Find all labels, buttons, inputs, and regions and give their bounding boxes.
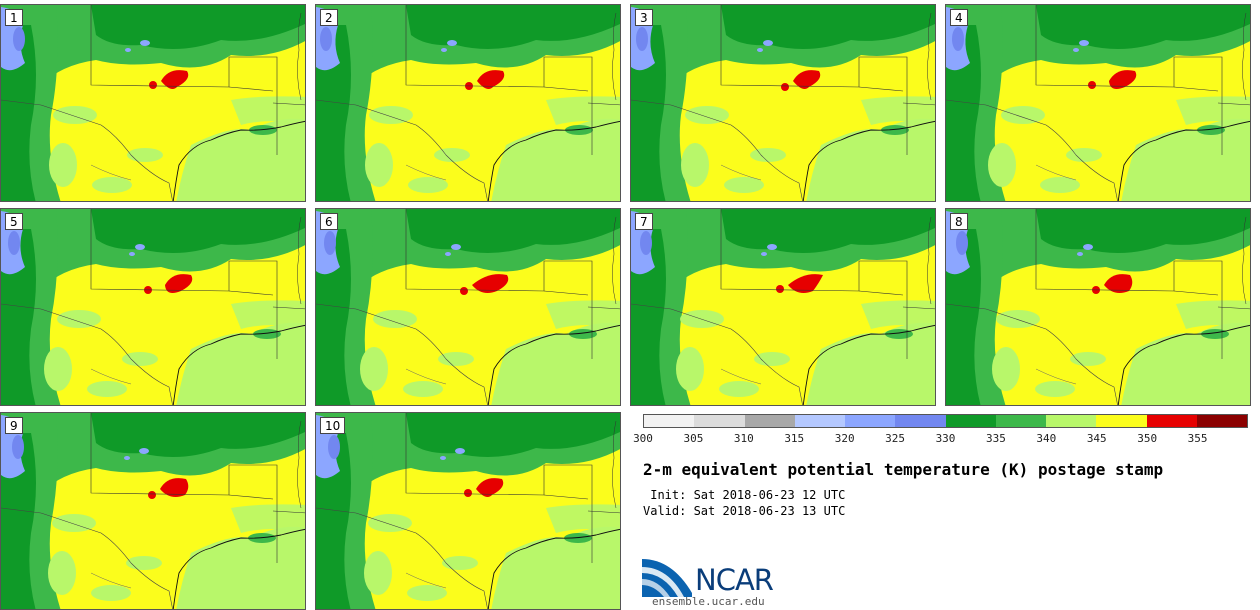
postage-stamp-map: 7 bbox=[630, 208, 936, 406]
init-time: Init: Sat 2018-06-23 12 UTC bbox=[643, 488, 846, 502]
map-svg bbox=[946, 5, 1250, 201]
colorbar-segment bbox=[995, 415, 1046, 427]
postage-stamp-map: 10 bbox=[315, 412, 621, 610]
postage-stamp-map: 9 bbox=[0, 412, 306, 610]
colorbar bbox=[643, 414, 1248, 428]
member-label: 10 bbox=[320, 417, 346, 434]
postage-stamp-map: 2 bbox=[315, 4, 621, 202]
colorbar-segment bbox=[1196, 415, 1247, 427]
member-label: 4 bbox=[950, 9, 968, 26]
colorbar-tick-label: 325 bbox=[885, 432, 906, 445]
colorbar-segment bbox=[694, 415, 745, 427]
colorbar-segment bbox=[1046, 415, 1097, 427]
colorbar-tick-label: 305 bbox=[683, 432, 704, 445]
valid-time: Valid: Sat 2018-06-23 13 UTC bbox=[643, 504, 846, 518]
site-url: ensemble.ucar.edu bbox=[652, 595, 765, 608]
colorbar-tick-label: 310 bbox=[733, 432, 754, 445]
colorbar-segment bbox=[794, 415, 845, 427]
member-label: 5 bbox=[5, 213, 23, 230]
colorbar-tick-label: 335 bbox=[985, 432, 1006, 445]
colorbar-tick-label: 345 bbox=[1086, 432, 1107, 445]
postage-stamp-map: 4 bbox=[945, 4, 1251, 202]
map-svg bbox=[1, 5, 305, 201]
colorbar-tick-label: 300 bbox=[633, 432, 653, 445]
postage-stamp-map: 1 bbox=[0, 4, 306, 202]
colorbar-tick-label: 320 bbox=[834, 432, 855, 445]
colorbar-tick-label: 340 bbox=[1036, 432, 1057, 445]
postage-stamp-map: 3 bbox=[630, 4, 936, 202]
logo-text: NCAR bbox=[695, 563, 774, 597]
colorbar-tick-label: 355 bbox=[1187, 432, 1208, 445]
member-label: 2 bbox=[320, 9, 338, 26]
colorbar-segment bbox=[845, 415, 896, 427]
map-svg bbox=[631, 5, 935, 201]
map-svg bbox=[316, 209, 620, 405]
member-label: 7 bbox=[635, 213, 653, 230]
colorbar-tick-label: 350 bbox=[1137, 432, 1158, 445]
postage-stamp-map: 6 bbox=[315, 208, 621, 406]
member-label: 1 bbox=[5, 9, 23, 26]
member-label: 9 bbox=[5, 417, 23, 434]
postage-stamp-map: 5 bbox=[0, 208, 306, 406]
member-label: 8 bbox=[950, 213, 968, 230]
member-label: 6 bbox=[320, 213, 338, 230]
colorbar-segment bbox=[945, 415, 996, 427]
postage-stamp-map: 8 bbox=[945, 208, 1251, 406]
ncar-logo-icon bbox=[642, 559, 692, 597]
colorbar-tick-label: 315 bbox=[784, 432, 805, 445]
colorbar-tick-label: 330 bbox=[935, 432, 956, 445]
colorbar-segment bbox=[1146, 415, 1197, 427]
colorbar-segment bbox=[744, 415, 795, 427]
colorbar-segment bbox=[895, 415, 946, 427]
map-svg bbox=[631, 209, 935, 405]
map-svg bbox=[316, 5, 620, 201]
map-svg bbox=[1, 209, 305, 405]
member-label: 3 bbox=[635, 9, 653, 26]
chart-title: 2-m equivalent potential temperature (K)… bbox=[643, 460, 1164, 479]
colorbar-segment bbox=[1096, 415, 1147, 427]
map-svg bbox=[946, 209, 1250, 405]
colorbar-segment bbox=[644, 415, 695, 427]
colorbar-ticks: 300 305 310 315 320 325 330 335 340 345 350 355 bbox=[633, 432, 1248, 446]
map-svg bbox=[1, 413, 305, 609]
map-svg bbox=[316, 413, 620, 609]
